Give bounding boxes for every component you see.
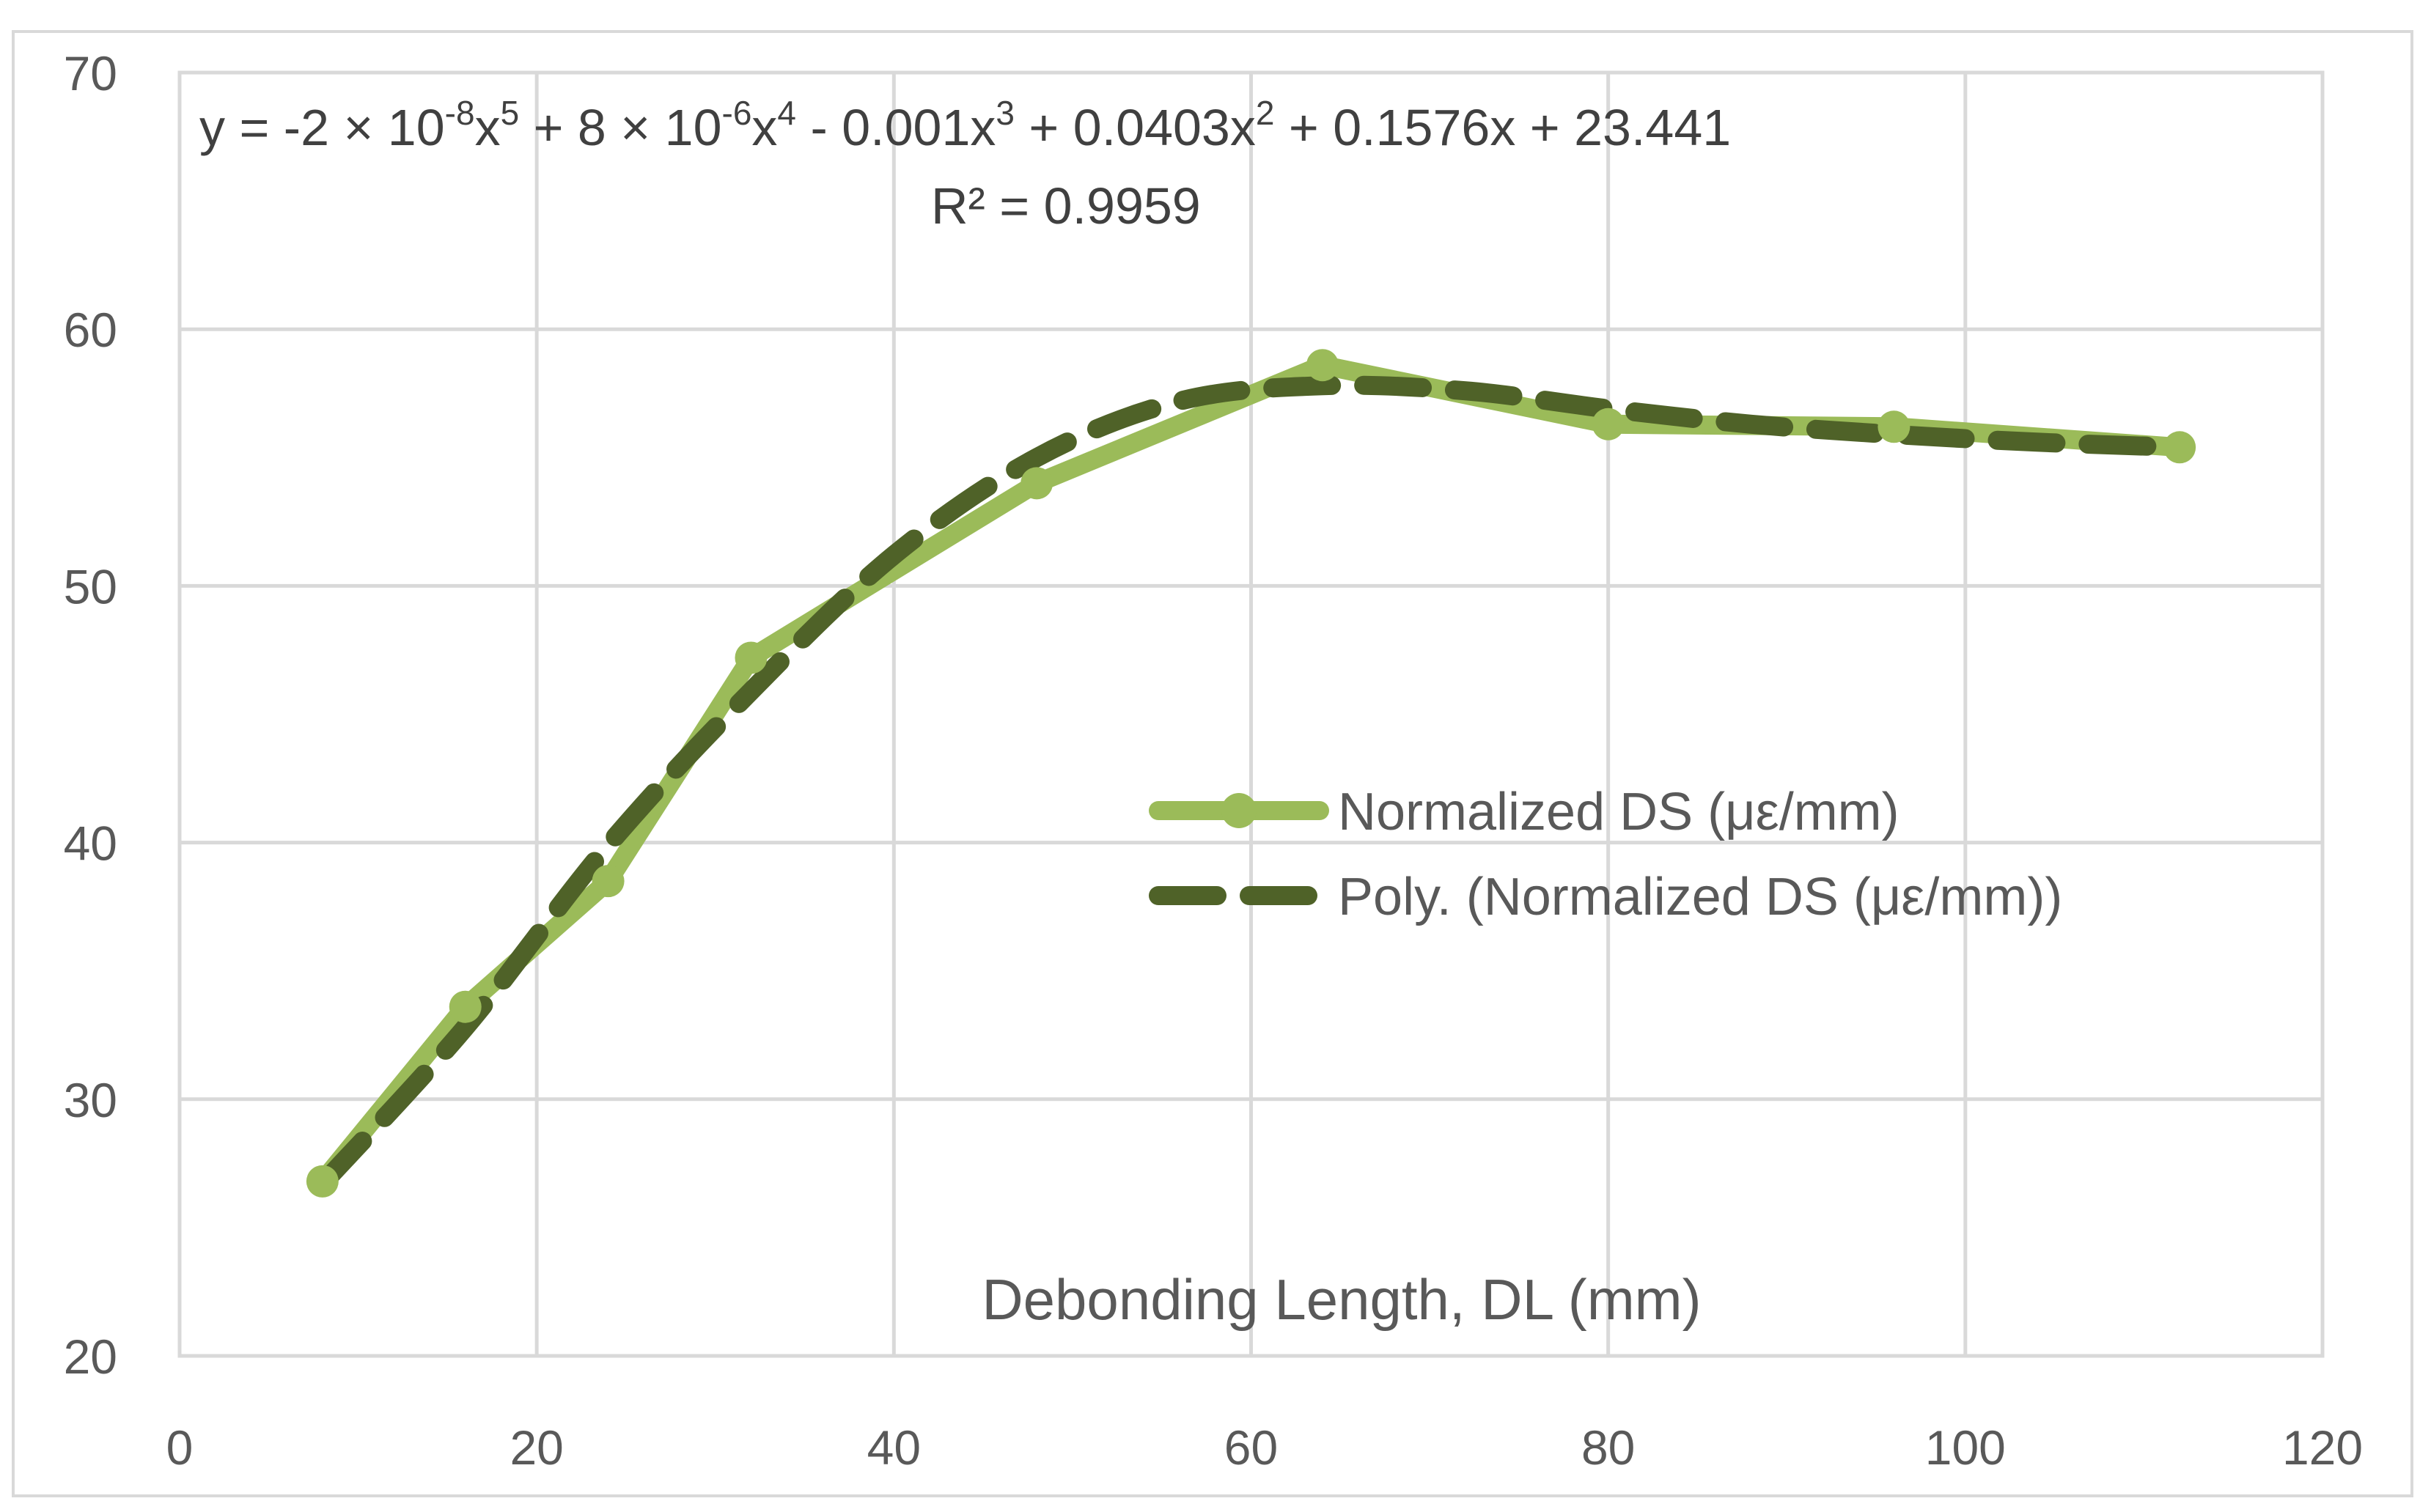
eq-part-lead: y = -2 × 10 <box>199 99 445 156</box>
data-point-normalized-ds-32 <box>735 641 768 674</box>
legend-swatch-marker <box>1221 793 1257 828</box>
eq-part-3: - 0.001x <box>796 99 996 156</box>
chart-outer-border <box>12 30 2413 1497</box>
eq-pow-4: 2 <box>1256 94 1275 132</box>
y-tick-label-50: 50 <box>64 559 117 613</box>
eq-pow-3: 3 <box>996 94 1015 132</box>
legend-label-poly: Poly. (Normalized DS (με/mm)) <box>1338 868 2062 926</box>
legend-entry-normalized-ds: Normalized DS (με/mm) <box>1149 783 1899 841</box>
data-point-normalized-ds-64 <box>1306 349 1339 382</box>
y-tick-label-40: 40 <box>64 816 117 871</box>
eq-exp-2: -6 <box>722 94 752 132</box>
data-point-normalized-ds-96 <box>1878 410 1910 443</box>
data-point-normalized-ds-16 <box>449 990 482 1023</box>
eq-x-2: x <box>751 99 777 156</box>
data-point-normalized-ds-8 <box>306 1165 339 1198</box>
series-poly-trendline <box>312 375 2190 1194</box>
r-squared-label: R² = 0.9959 <box>931 177 1201 235</box>
y-tick-label-30: 30 <box>64 1073 117 1127</box>
data-point-normalized-ds-112 <box>2163 431 2196 464</box>
series-layer <box>306 349 2196 1198</box>
x-tick-label-100: 100 <box>1925 1420 2006 1475</box>
legend-entry-poly: Poly. (Normalized DS (με/mm)) <box>1149 868 2062 926</box>
x-tick-label-60: 60 <box>1224 1420 1278 1475</box>
plot-area-frame <box>177 70 2325 1358</box>
eq-pow-1: 5 <box>501 94 520 132</box>
eq-pow-2: 4 <box>777 94 796 132</box>
trendline-equation: y = -2 × 10-8x5 + 8 × 10-6x4 - 0.001x3 +… <box>199 94 1731 156</box>
legend: Normalized DS (με/mm) Poly. (Normalized … <box>1149 783 2062 926</box>
x-tick-label-40: 40 <box>867 1420 921 1475</box>
y-tick-label-70: 70 <box>64 46 117 100</box>
x-tick-label-20: 20 <box>510 1420 563 1475</box>
eq-part-2: + 8 × 10 <box>519 99 721 156</box>
x-axis-ticks: 0 20 40 60 80 100 120 <box>166 1420 2363 1475</box>
y-axis-ticks: 20 30 40 50 60 70 <box>64 46 117 1384</box>
eq-part-4: + 0.0403x <box>1015 99 1256 156</box>
data-point-normalized-ds-80 <box>1592 407 1625 440</box>
legend-label-normalized-ds: Normalized DS (με/mm) <box>1338 783 1899 841</box>
x-tick-label-0: 0 <box>166 1420 194 1475</box>
x-axis-title: Debonding Length, DL (mm) <box>982 1267 1701 1332</box>
eq-part-tail: + 0.1576x + 23.441 <box>1274 99 1731 156</box>
data-point-normalized-ds-48 <box>1020 467 1053 500</box>
y-tick-label-20: 20 <box>64 1330 117 1384</box>
x-tick-label-80: 80 <box>1581 1420 1635 1475</box>
eq-exp-1: -8 <box>445 94 475 132</box>
x-tick-label-120: 120 <box>2282 1420 2363 1475</box>
y-tick-label-60: 60 <box>64 303 117 357</box>
data-point-normalized-ds-24 <box>592 865 625 898</box>
eq-x-1: x <box>475 99 501 156</box>
